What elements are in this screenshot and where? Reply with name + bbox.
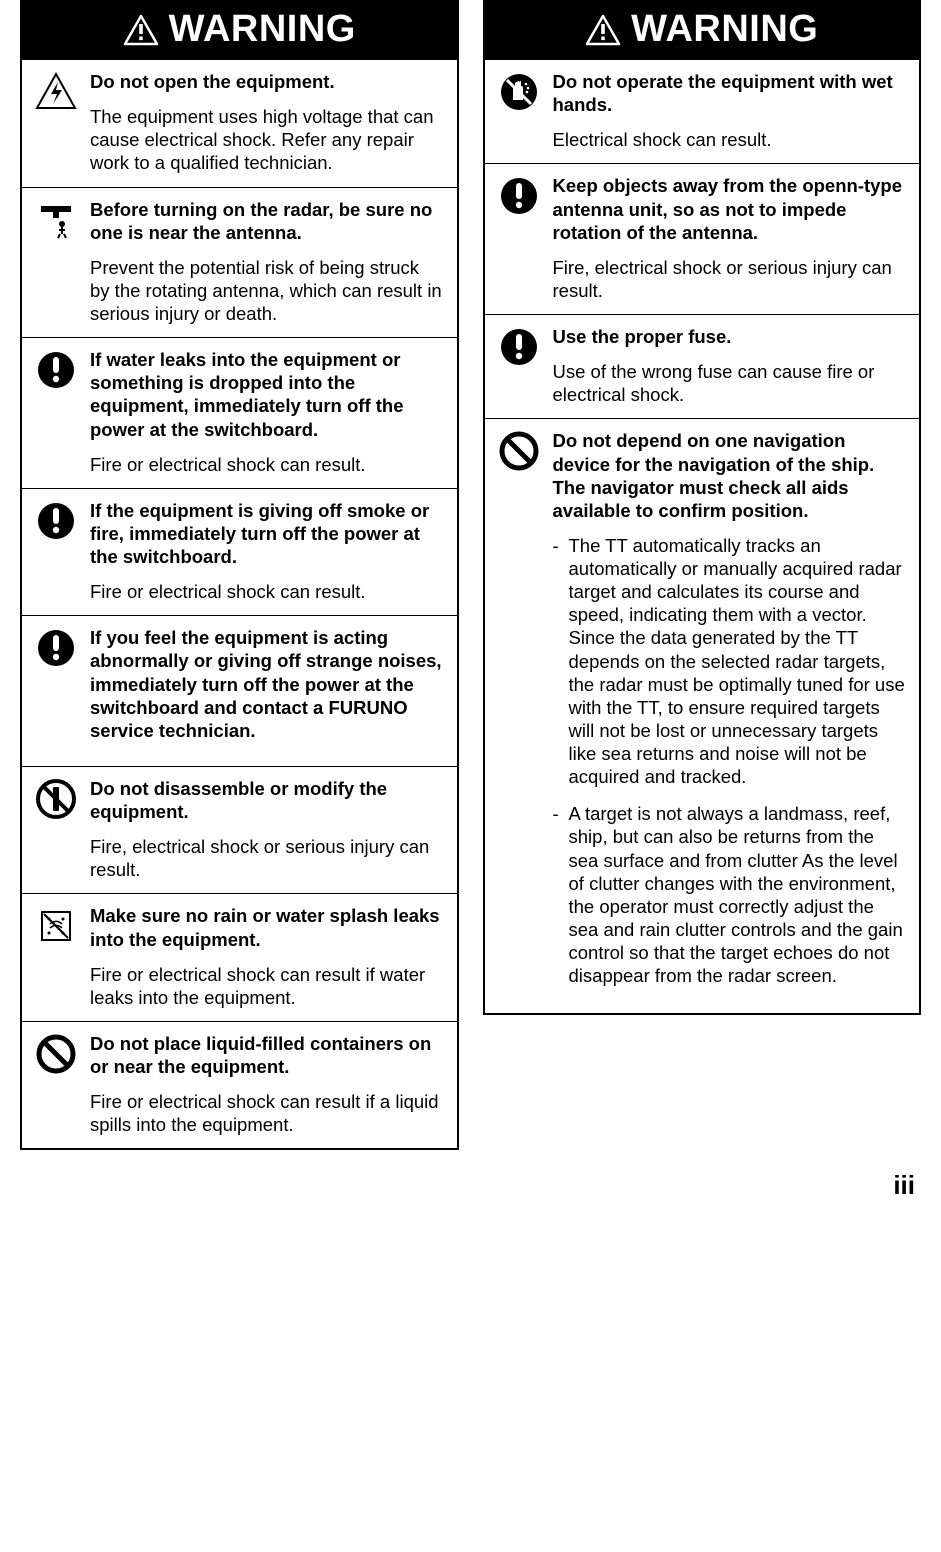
warning-item: If water leaks into the equipment or som… (22, 337, 457, 488)
item-heading: Do not open the equipment. (90, 70, 443, 93)
warning-item: Use the proper fuse. Use of the wrong fu… (485, 314, 920, 418)
exclaim-circle-icon (497, 174, 541, 302)
item-body: Fire, electrical shock or serious injury… (90, 835, 443, 881)
item-body: Use of the wrong fuse can cause fire or … (553, 360, 906, 406)
warning-item: If the equipment is giving off smoke or … (22, 488, 457, 616)
no-disassemble-icon (34, 777, 78, 882)
exclaim-circle-icon (34, 348, 78, 476)
warning-item: If you feel the equipment is acting abno… (22, 615, 457, 766)
left-warning-column: WARNING Do not open the equipment. The e… (20, 0, 459, 1150)
item-heading: Keep objects away from the openn-type an… (553, 174, 906, 243)
item-body: Fire or electrical shock can result. (90, 580, 443, 603)
warning-header-right: WARNING (485, 2, 920, 59)
item-body: Fire or electrical shock can result if w… (90, 963, 443, 1009)
item-heading: Do not place liquid-filled containers on… (90, 1032, 443, 1078)
item-body: Electrical shock can result. (553, 128, 906, 151)
item-heading: Do not depend on one navigation device f… (553, 429, 906, 522)
warning-item: Do not depend on one navigation device f… (485, 418, 920, 1013)
warning-item: Do not open the equipment. The equipment… (22, 59, 457, 187)
warning-triangle-icon (123, 14, 159, 46)
item-heading: Use the proper fuse. (553, 325, 906, 348)
warning-item: Do not disassemble or modify the equipme… (22, 766, 457, 894)
bullet-item: The TT automatically tracks an automatic… (553, 534, 906, 788)
item-heading: Before turning on the radar, be sure no … (90, 198, 443, 244)
exclaim-circle-icon (34, 626, 78, 754)
item-body: Fire, electrical shock or serious injury… (553, 256, 906, 302)
prohibit-icon (34, 1032, 78, 1137)
no-wet-hands-icon (497, 70, 541, 151)
warning-item: Keep objects away from the openn-type an… (485, 163, 920, 314)
item-heading: If the equipment is giving off smoke or … (90, 499, 443, 568)
item-heading: If water leaks into the equipment or som… (90, 348, 443, 441)
item-body: The equipment uses high voltage that can… (90, 105, 443, 174)
safety-warning-page: WARNING Do not open the equipment. The e… (20, 0, 921, 1150)
warning-item: Do not place liquid-filled containers on… (22, 1021, 457, 1149)
shock-triangle-icon (34, 70, 78, 175)
warning-item: Before turning on the radar, be sure no … (22, 187, 457, 338)
item-heading: Do not operate the equipment with wet ha… (553, 70, 906, 116)
right-warning-column: WARNING Do not operate the equipment wit… (483, 0, 922, 1015)
item-heading: Make sure no rain or water splash leaks … (90, 904, 443, 950)
warning-triangle-icon (585, 14, 621, 46)
warning-header-left: WARNING (22, 2, 457, 59)
antenna-person-icon (34, 198, 78, 326)
item-bullet-list: The TT automatically tracks an automatic… (553, 534, 906, 987)
no-water-splash-icon (34, 904, 78, 1009)
bullet-item: A target is not always a landmass, reef,… (553, 802, 906, 987)
page-number: iii (20, 1150, 921, 1211)
item-body: Prevent the potential risk of being stru… (90, 256, 443, 325)
warning-title: WARNING (631, 8, 818, 51)
item-body: Fire or electrical shock can result. (90, 453, 443, 476)
item-body: Fire or electrical shock can result if a… (90, 1090, 443, 1136)
item-heading: Do not disassemble or modify the equipme… (90, 777, 443, 823)
warning-item: Make sure no rain or water splash leaks … (22, 893, 457, 1021)
item-heading: If you feel the equipment is acting abno… (90, 626, 443, 742)
warning-title: WARNING (169, 8, 356, 51)
prohibit-icon (497, 429, 541, 1001)
exclaim-circle-icon (34, 499, 78, 604)
warning-item: Do not operate the equipment with wet ha… (485, 59, 920, 163)
exclaim-circle-icon (497, 325, 541, 406)
